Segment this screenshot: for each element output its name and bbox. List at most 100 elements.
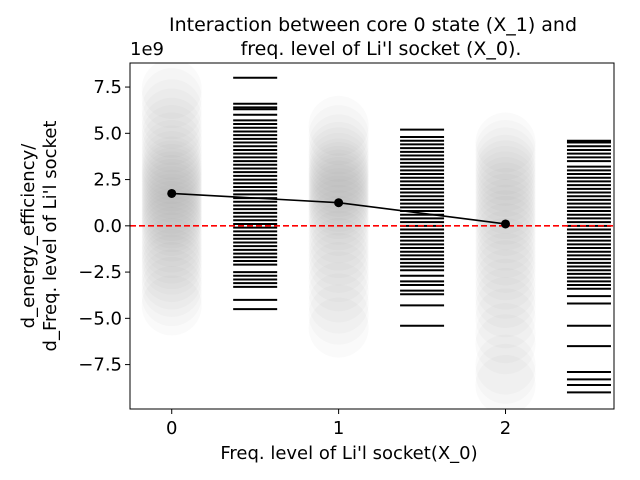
scatter-point-2-19 xyxy=(475,179,536,240)
scatter-point-0-4 xyxy=(141,242,202,303)
scatter-point-2-10 xyxy=(475,240,536,301)
scatter-point-1-21 xyxy=(308,153,369,214)
scatter-point-2-12 xyxy=(475,225,536,286)
scatter-clouds xyxy=(141,63,536,409)
scatter-point-0-28 xyxy=(141,136,202,197)
scatter-point-0-31 xyxy=(141,119,202,180)
scatter-point-0-33 xyxy=(141,105,202,166)
scatter-point-0-10 xyxy=(141,206,202,267)
scatter-point-2-20 xyxy=(475,173,536,234)
scatter-point-2-2 xyxy=(475,334,536,395)
mean-point-2 xyxy=(501,219,511,229)
scatter-point-0-22 xyxy=(141,158,202,219)
y-tick-label-4: 2.5 xyxy=(93,170,122,191)
scatter-point-2-1 xyxy=(475,343,536,404)
chart-title-line-2: freq. level of Li'l socket (X_0). xyxy=(241,38,522,60)
scatter-point-1-25 xyxy=(308,138,369,199)
scatter-point-2-7 xyxy=(475,267,536,328)
y-tick-label-0: −7.5 xyxy=(78,355,122,376)
scatter-point-0-8 xyxy=(141,218,202,279)
scatter-point-2-27 xyxy=(475,134,536,195)
scatter-point-0-1 xyxy=(141,266,202,327)
y-tick-label-2: −2.5 xyxy=(78,262,122,283)
mean-point-0 xyxy=(167,188,177,198)
scatter-point-1-22 xyxy=(308,149,369,210)
scatter-point-0-30 xyxy=(141,125,202,186)
scatter-point-2-25 xyxy=(475,145,536,206)
scatter-point-0-15 xyxy=(141,184,202,245)
plot-area xyxy=(130,63,614,409)
scatter-point-1-7 xyxy=(308,225,369,286)
scatter-point-2-4 xyxy=(475,303,536,364)
scatter-point-0-32 xyxy=(141,112,202,173)
scatter-point-0-13 xyxy=(141,192,202,253)
scatter-point-0-14 xyxy=(141,188,202,249)
scatter-point-1-2 xyxy=(308,273,369,334)
scatter-point-1-31 xyxy=(308,95,369,156)
y-tick-label-5: 5.0 xyxy=(93,123,122,144)
y-axis-ticks: −7.5 −5.0 −2.5 0.0 2.5 5.0 7.5 xyxy=(78,77,130,376)
scatter-point-0-2 xyxy=(141,256,202,317)
scatter-point-0-25 xyxy=(141,147,202,208)
scatter-point-2-13 xyxy=(475,218,536,279)
scatter-point-0-6 xyxy=(141,229,202,290)
scatter-point-0-35 xyxy=(141,88,202,149)
scatter-point-1-5 xyxy=(308,242,369,303)
scatter-point-2-18 xyxy=(475,184,536,245)
scatter-point-0-38 xyxy=(141,63,202,119)
scatter-point-2-8 xyxy=(475,258,536,319)
scatter-point-0-26 xyxy=(141,144,202,205)
scatter-point-1-14 xyxy=(308,179,369,240)
scatter-point-2-26 xyxy=(475,140,536,201)
y-tick-label-6: 7.5 xyxy=(93,77,122,98)
scatter-point-0-19 xyxy=(141,169,202,230)
y-axis-label-line-2: d_Freq. level of Li'l socket xyxy=(40,121,61,352)
scatter-point-1-23 xyxy=(308,145,369,206)
scatter-point-1-10 xyxy=(308,203,369,264)
scatter-point-2-3 xyxy=(475,314,536,375)
scatter-point-1-0 xyxy=(308,297,369,358)
scatter-point-1-4 xyxy=(308,251,369,312)
scatter-point-2-30 xyxy=(475,112,536,173)
y-offset-label: 1e9 xyxy=(130,39,164,60)
scatter-point-1-17 xyxy=(308,168,369,229)
scatter-point-0-5 xyxy=(141,234,202,295)
chart-title-line-1: Interaction between core 0 state (X_1) a… xyxy=(169,14,577,36)
scatter-point-2-22 xyxy=(475,162,536,223)
rug-groups xyxy=(233,76,611,394)
scatter-point-1-28 xyxy=(308,121,369,182)
scatter-point-2-28 xyxy=(475,127,536,188)
y-tick-label-1: −5.0 xyxy=(78,308,122,329)
scatter-point-1-18 xyxy=(308,164,369,225)
scatter-point-0-17 xyxy=(141,177,202,238)
mean-line-group xyxy=(167,188,511,229)
scatter-point-0-27 xyxy=(141,140,202,201)
scatter-point-2-29 xyxy=(475,119,536,180)
x-axis-label: Freq. level of Li'l socket(X_0) xyxy=(220,443,477,464)
scatter-point-2-15 xyxy=(475,203,536,264)
scatter-point-2-6 xyxy=(475,277,536,338)
scatter-point-1-3 xyxy=(308,262,369,323)
scatter-point-0-29 xyxy=(141,131,202,192)
scatter-point-2-23 xyxy=(475,156,536,217)
x-tick-label-0: 0 xyxy=(166,418,177,439)
scatter-point-1-26 xyxy=(308,132,369,193)
scatter-point-0-11 xyxy=(141,201,202,262)
axes-frame xyxy=(129,62,615,410)
x-axis-ticks: 0 1 2 xyxy=(166,409,511,439)
scatter-point-2-21 xyxy=(475,168,536,229)
scatter-point-0-0 xyxy=(141,275,202,336)
x-tick-label-1: 1 xyxy=(333,418,344,439)
scatter-point-0-34 xyxy=(141,97,202,158)
y-tick-label-3: 0.0 xyxy=(93,216,122,237)
scatter-point-1-8 xyxy=(308,218,369,279)
scatter-point-0-37 xyxy=(141,68,202,129)
scatter-point-1-30 xyxy=(308,105,369,166)
scatter-point-2-24 xyxy=(475,151,536,212)
scatter-point-1-1 xyxy=(308,284,369,345)
scatter-point-0-9 xyxy=(141,212,202,273)
scatter-point-0-36 xyxy=(141,79,202,140)
scatter-point-0-24 xyxy=(141,151,202,212)
scatter-point-0-18 xyxy=(141,173,202,234)
